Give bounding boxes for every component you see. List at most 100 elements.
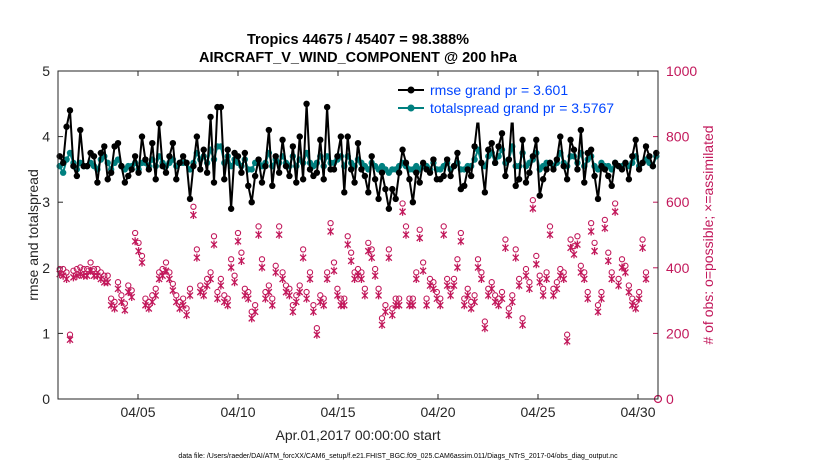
rmse-point	[320, 176, 327, 183]
obs-assimilated-point	[498, 294, 506, 303]
obs-assimilated-point	[385, 253, 393, 262]
rmse-point	[197, 166, 204, 173]
obs-possible-point	[594, 302, 602, 309]
rmse-point	[245, 182, 252, 189]
obs-possible-point	[207, 269, 214, 276]
obs-possible-point	[87, 259, 94, 266]
legend-box	[392, 81, 652, 123]
obs-possible-point	[330, 259, 338, 266]
obs-assimilated-point	[429, 284, 437, 293]
obs-possible-point	[197, 282, 204, 289]
rmse-point	[358, 166, 365, 173]
obs-possible-point	[491, 292, 499, 299]
obs-assimilated-point	[268, 301, 276, 310]
rmse-point	[128, 166, 135, 173]
obs-possible-point	[395, 295, 403, 302]
rmse-point	[447, 172, 454, 180]
obs-assimilated-point	[381, 307, 389, 316]
obs-assimilated-point	[642, 275, 650, 283]
rmse-point	[402, 159, 410, 167]
obs-possible-point	[303, 288, 310, 296]
y-right-tick-label: 600	[666, 194, 690, 210]
obs-assimilated-point	[392, 301, 400, 310]
obs-possible-point	[406, 295, 413, 302]
obs-assimilated-point	[73, 271, 81, 280]
obs-assimilated-point	[169, 286, 177, 295]
obs-assimilated-point	[447, 291, 455, 300]
obs-assimilated-point	[416, 234, 424, 242]
obs-assimilated-point	[179, 301, 187, 310]
obs-assimilated-point	[632, 304, 640, 313]
rmse-point	[498, 130, 506, 137]
rmse-point	[461, 182, 468, 189]
obs-assimilated-point	[594, 307, 602, 316]
obs-assimilated-point	[347, 256, 355, 265]
rmse-point	[536, 192, 543, 199]
rmse-point	[83, 162, 91, 170]
x-tick-label: 04/30	[620, 404, 655, 420]
obs-possible-point	[567, 236, 574, 243]
obs-possible-point	[138, 252, 146, 260]
obs-possible-point	[515, 275, 523, 283]
rmse-point	[392, 195, 399, 203]
obs-assimilated-point	[567, 243, 575, 252]
obs-possible-point	[522, 265, 530, 273]
obs-possible-point	[457, 229, 465, 237]
y-right-tick-label: 800	[666, 129, 690, 145]
obs-assimilated-point	[536, 278, 544, 287]
obs-assimilated-point	[495, 301, 503, 310]
obs-assimilated-point	[289, 307, 297, 316]
obs-assimilated-point	[357, 275, 365, 283]
obs-assimilated-point	[546, 230, 554, 239]
obs-possible-point	[169, 280, 177, 287]
rmse-point	[224, 146, 231, 153]
rmse-point	[426, 169, 434, 176]
rmse-point	[563, 176, 571, 183]
obs-assimilated-point	[405, 301, 413, 310]
rmse-point	[464, 166, 471, 173]
obs-assimilated-point	[375, 291, 383, 300]
x-axis-label: Apr.01,2017 00:00:00 start	[275, 427, 440, 443]
obs-assimilated-point	[361, 291, 369, 300]
obs-assimilated-point	[189, 211, 197, 220]
rmse-point	[587, 146, 595, 153]
obs-possible-point	[317, 292, 324, 299]
rmse-point	[351, 179, 358, 186]
obs-possible-point	[296, 282, 303, 289]
obs-possible-point	[224, 295, 231, 302]
rmse-point	[368, 153, 375, 160]
rmse-point	[382, 185, 389, 193]
obs-possible-point	[642, 269, 650, 276]
obs-possible-point	[423, 295, 430, 302]
obs-possible-point	[107, 295, 115, 302]
obs-possible-point	[111, 298, 118, 306]
rmse-point	[642, 143, 650, 150]
obs-possible-point	[615, 275, 622, 283]
rmse-point	[169, 139, 177, 147]
obs-assimilated-point	[399, 207, 407, 216]
rmse-point	[166, 153, 173, 160]
rmse-point	[365, 189, 372, 196]
obs-assimilated-point	[344, 240, 352, 249]
obs-possible-point	[461, 295, 468, 302]
obs-assimilated-point	[162, 266, 170, 275]
obs-possible-point	[488, 279, 495, 286]
obs-possible-point	[358, 269, 365, 276]
y-left-tick-label: 2	[42, 260, 50, 276]
obs-possible-point	[279, 269, 286, 276]
obs-possible-point	[591, 239, 598, 246]
obs-possible-point	[587, 220, 595, 227]
rmse-point	[341, 189, 348, 196]
obs-assimilated-point	[117, 297, 125, 306]
obs-assimilated-point	[364, 247, 372, 256]
rmse-point	[234, 153, 242, 160]
rmse-point	[395, 169, 403, 176]
rmse-point	[131, 153, 139, 160]
obs-assimilated-point	[580, 275, 588, 283]
obs-possible-point	[512, 246, 519, 253]
obs-assimilated-point	[292, 297, 300, 306]
obs-possible-point	[114, 279, 122, 286]
rmse-point	[478, 159, 485, 167]
rmse-point	[248, 199, 255, 206]
rmse-point	[238, 169, 245, 176]
